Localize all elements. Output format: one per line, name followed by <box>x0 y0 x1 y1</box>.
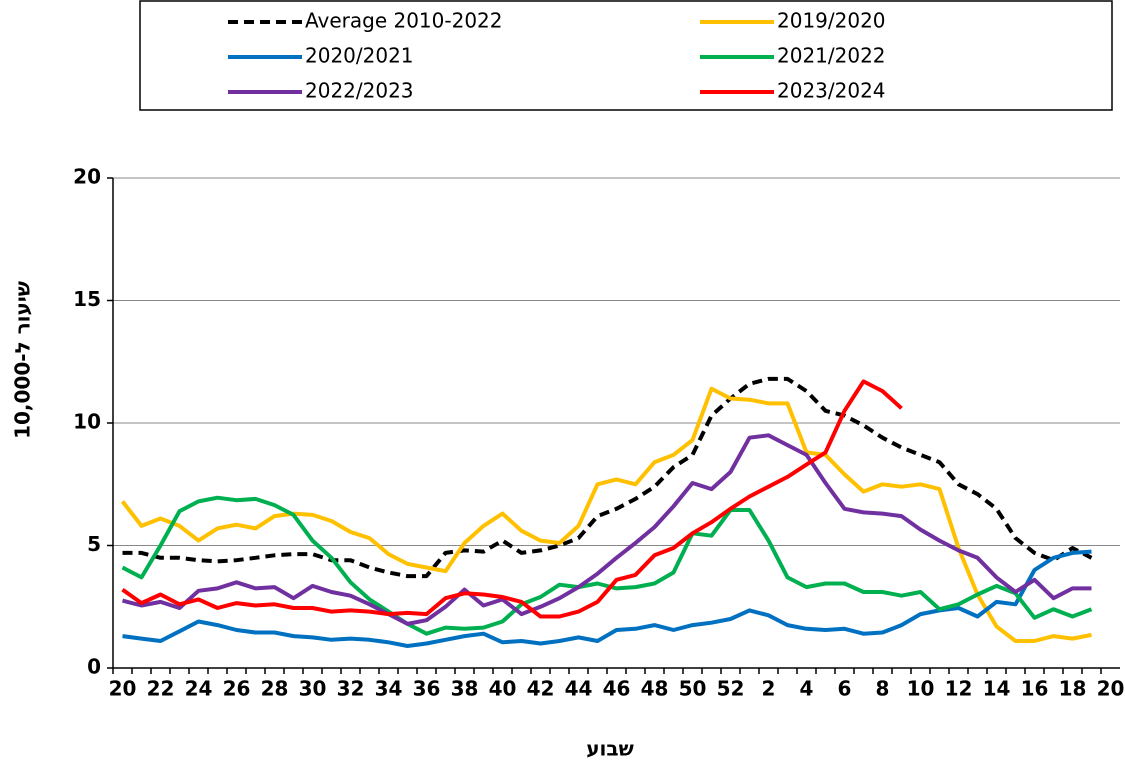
x-tick-label: 4 <box>800 677 814 701</box>
x-tick-label: 48 <box>641 677 669 701</box>
y-tick-label: 5 <box>87 532 101 556</box>
legend-label: 2019/2020 <box>777 9 886 33</box>
x-tick-label: 8 <box>876 677 890 701</box>
x-tick-label: 12 <box>945 677 973 701</box>
x-tick-label: 46 <box>603 677 631 701</box>
x-tick-label: 34 <box>375 677 403 701</box>
x-tick-label: 38 <box>451 677 479 701</box>
x-tick-label: 24 <box>185 677 213 701</box>
x-tick-label: 20 <box>109 677 137 701</box>
series-line <box>122 549 1092 648</box>
x-tick-label: 42 <box>527 677 555 701</box>
y-tick-label: 15 <box>73 287 101 311</box>
y-tick-label: 20 <box>73 165 101 189</box>
x-tick-label: 20 <box>1097 677 1125 701</box>
x-tick-label: 30 <box>299 677 327 701</box>
y-axis-title: שיעור ל-10,000 <box>11 281 35 439</box>
legend-label: Average 2010-2022 <box>305 9 503 33</box>
y-tick-label: 0 <box>87 655 101 679</box>
x-tick-label: 52 <box>717 677 745 701</box>
x-tick-label: 44 <box>565 677 593 701</box>
legend-label: 2020/2021 <box>305 44 414 68</box>
x-tick-label: 50 <box>679 677 707 701</box>
legend-label: 2023/2024 <box>777 79 886 103</box>
x-tick-label: 14 <box>983 677 1011 701</box>
legend-label: 2022/2023 <box>305 79 414 103</box>
x-tick-label: 22 <box>147 677 175 701</box>
series-line <box>122 376 1093 579</box>
x-tick-label: 2 <box>762 677 776 701</box>
series-line <box>121 379 903 619</box>
legend-label: 2021/2022 <box>777 44 886 68</box>
x-tick-label: 40 <box>489 677 517 701</box>
x-tick-label: 36 <box>413 677 441 701</box>
x-tick-label: 10 <box>907 677 935 701</box>
x-tick-label: 16 <box>1021 677 1049 701</box>
series-line <box>120 386 1092 643</box>
x-tick-label: 32 <box>337 677 365 701</box>
x-axis-title: שבוע <box>586 737 634 761</box>
x-tick-label: 26 <box>223 677 251 701</box>
x-tick-label: 28 <box>261 677 289 701</box>
series-line <box>122 433 1092 626</box>
x-tick-label: 18 <box>1059 677 1087 701</box>
series-line <box>121 495 1093 636</box>
x-tick-label: 6 <box>838 677 852 701</box>
y-tick-label: 10 <box>73 410 101 434</box>
